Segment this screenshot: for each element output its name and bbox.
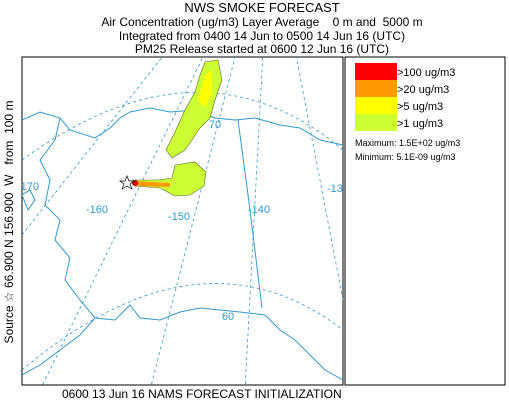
subtitle: PM25 Release started at 0600 12 Jun 16 (… xyxy=(135,42,389,56)
footer: 0600 13 Jun 16 NAMS FORECAST INITIALIZAT… xyxy=(62,387,342,401)
latitude-label: 70 xyxy=(209,119,221,131)
meridian xyxy=(244,57,264,385)
plume-core xyxy=(135,181,170,187)
longitude-label: -140 xyxy=(248,204,270,216)
legend-swatch xyxy=(355,114,397,131)
meridian xyxy=(295,57,343,301)
longitude-label: -130 xyxy=(327,183,349,195)
source-star xyxy=(118,175,136,190)
legend-swatch xyxy=(355,80,397,97)
parallel xyxy=(22,283,343,371)
graticule xyxy=(22,57,343,385)
source-label: Source ☆ 66.900 N 156.900 W from 100 m xyxy=(2,101,16,344)
legend-label: >100 ug/m3 xyxy=(397,67,455,79)
title: NWS SMOKE FORECAST xyxy=(184,0,339,15)
border xyxy=(237,119,263,309)
smoke-plume xyxy=(118,59,223,197)
legend: >100 ug/m3 >20 ug/m3 >5 ug/m3 >1 ug/m3 M… xyxy=(344,56,506,386)
longitude-label: -150 xyxy=(168,211,190,223)
legend-label: >1 ug/m3 xyxy=(397,118,443,130)
parallel xyxy=(22,92,343,161)
south-coast xyxy=(39,117,343,381)
coastline xyxy=(22,107,343,381)
legend-maximum: Maximum: 1.5E+02 ug/m3 xyxy=(355,138,460,148)
north-coast xyxy=(22,107,343,146)
subtitle: Integrated from 0400 14 Jun to 0500 14 J… xyxy=(119,29,405,43)
peninsula xyxy=(22,317,96,376)
longitude-label: -170 xyxy=(17,181,39,193)
meridian xyxy=(22,57,163,236)
subtitle: Air Concentration (ug/m3) Layer Average … xyxy=(101,15,422,29)
longitude-label: -160 xyxy=(86,204,108,216)
legend-label: >20 ug/m3 xyxy=(397,84,449,96)
legend-swatch xyxy=(355,63,397,80)
legend-label: >5 ug/m3 xyxy=(397,101,443,113)
legend-minimum: Minimum: 5.1E-09 ug/m3 xyxy=(355,152,456,162)
island xyxy=(22,189,36,212)
latitude-label: 60 xyxy=(222,311,234,323)
plume-area xyxy=(132,161,207,197)
plume-core xyxy=(198,70,212,108)
meridian xyxy=(150,57,236,385)
legend-swatch xyxy=(355,97,397,114)
map: -170 -160 -150 -140 -130 70 60 xyxy=(17,56,349,386)
